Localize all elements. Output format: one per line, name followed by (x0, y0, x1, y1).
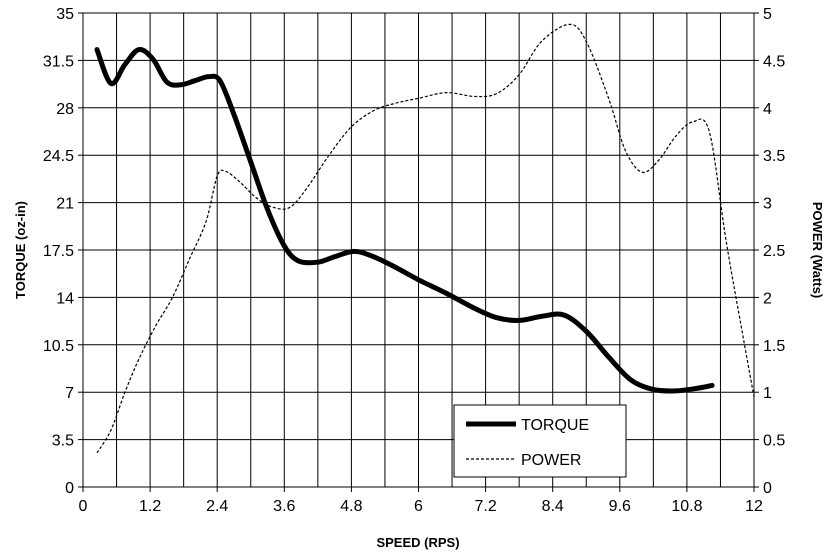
legend: TORQUE POWER (453, 404, 627, 478)
x-tick-label: 8.4 (542, 498, 564, 515)
x-tick-label: 7.2 (474, 498, 496, 515)
y-tick-label: 28 (56, 101, 74, 118)
y-tick-label: 3.5 (52, 433, 74, 450)
y-tick-label: 14 (56, 290, 74, 307)
y2-axis-ticks: 0 0.5 1 1.5 2 2.5 3 3.5 4 4.5 5 (754, 6, 785, 497)
legend-label-torque: TORQUE (521, 417, 589, 434)
y2-tick-label: 5 (763, 6, 772, 23)
y2-tick-label: 3 (763, 196, 772, 213)
series-line-torque (94, 46, 715, 394)
legend-box (453, 404, 627, 478)
y-tick-label: 10.5 (43, 338, 74, 355)
x-tick-label: 6 (414, 498, 423, 515)
x-tick-label: 2.4 (206, 498, 228, 515)
y2-tick-label: 1.5 (763, 338, 785, 355)
x-tick-label: 4.8 (340, 498, 362, 515)
y2-tick-label: 2 (763, 290, 772, 307)
y2-tick-label: 3.5 (763, 148, 785, 165)
y-tick-label: 7 (65, 385, 74, 402)
y2-axis-title: POWER (Watts) (810, 202, 825, 298)
y2-tick-label: 4.5 (763, 53, 785, 70)
y-tick-label: 17.5 (43, 243, 74, 260)
y2-tick-label: 1 (763, 385, 772, 402)
y-tick-label: 35 (56, 6, 74, 23)
y2-tick-label: 4 (763, 101, 772, 118)
x-axis-title: SPEED (RPS) (376, 535, 459, 550)
legend-label-power: POWER (521, 452, 581, 469)
x-tick-label: 10.8 (671, 498, 702, 515)
y2-tick-label: 0.5 (763, 433, 785, 450)
x-tick-label: 9.6 (609, 498, 631, 515)
x-tick-label: 1.2 (139, 498, 161, 515)
y2-tick-label: 2.5 (763, 243, 785, 260)
x-tick-label: 0 (79, 498, 88, 515)
x-axis-ticks: 0 1.2 2.4 3.6 4.8 6 7.2 8.4 9.6 10.8 12 (79, 487, 763, 515)
x-tick-label: 12 (745, 498, 763, 515)
series-lines (94, 23, 755, 454)
x-tick-label: 3.6 (273, 498, 295, 515)
y-tick-label: 0 (65, 480, 74, 497)
y2-tick-label: 0 (763, 480, 772, 497)
y-axis-ticks: 0 3.5 7 10.5 14 17.5 21 24.5 28 31.5 35 (43, 6, 83, 497)
y-tick-label: 31.5 (43, 53, 74, 70)
y-tick-label: 21 (56, 196, 74, 213)
y-axis-title: TORQUE (oz-in) (13, 201, 28, 299)
y-tick-label: 24.5 (43, 148, 74, 165)
